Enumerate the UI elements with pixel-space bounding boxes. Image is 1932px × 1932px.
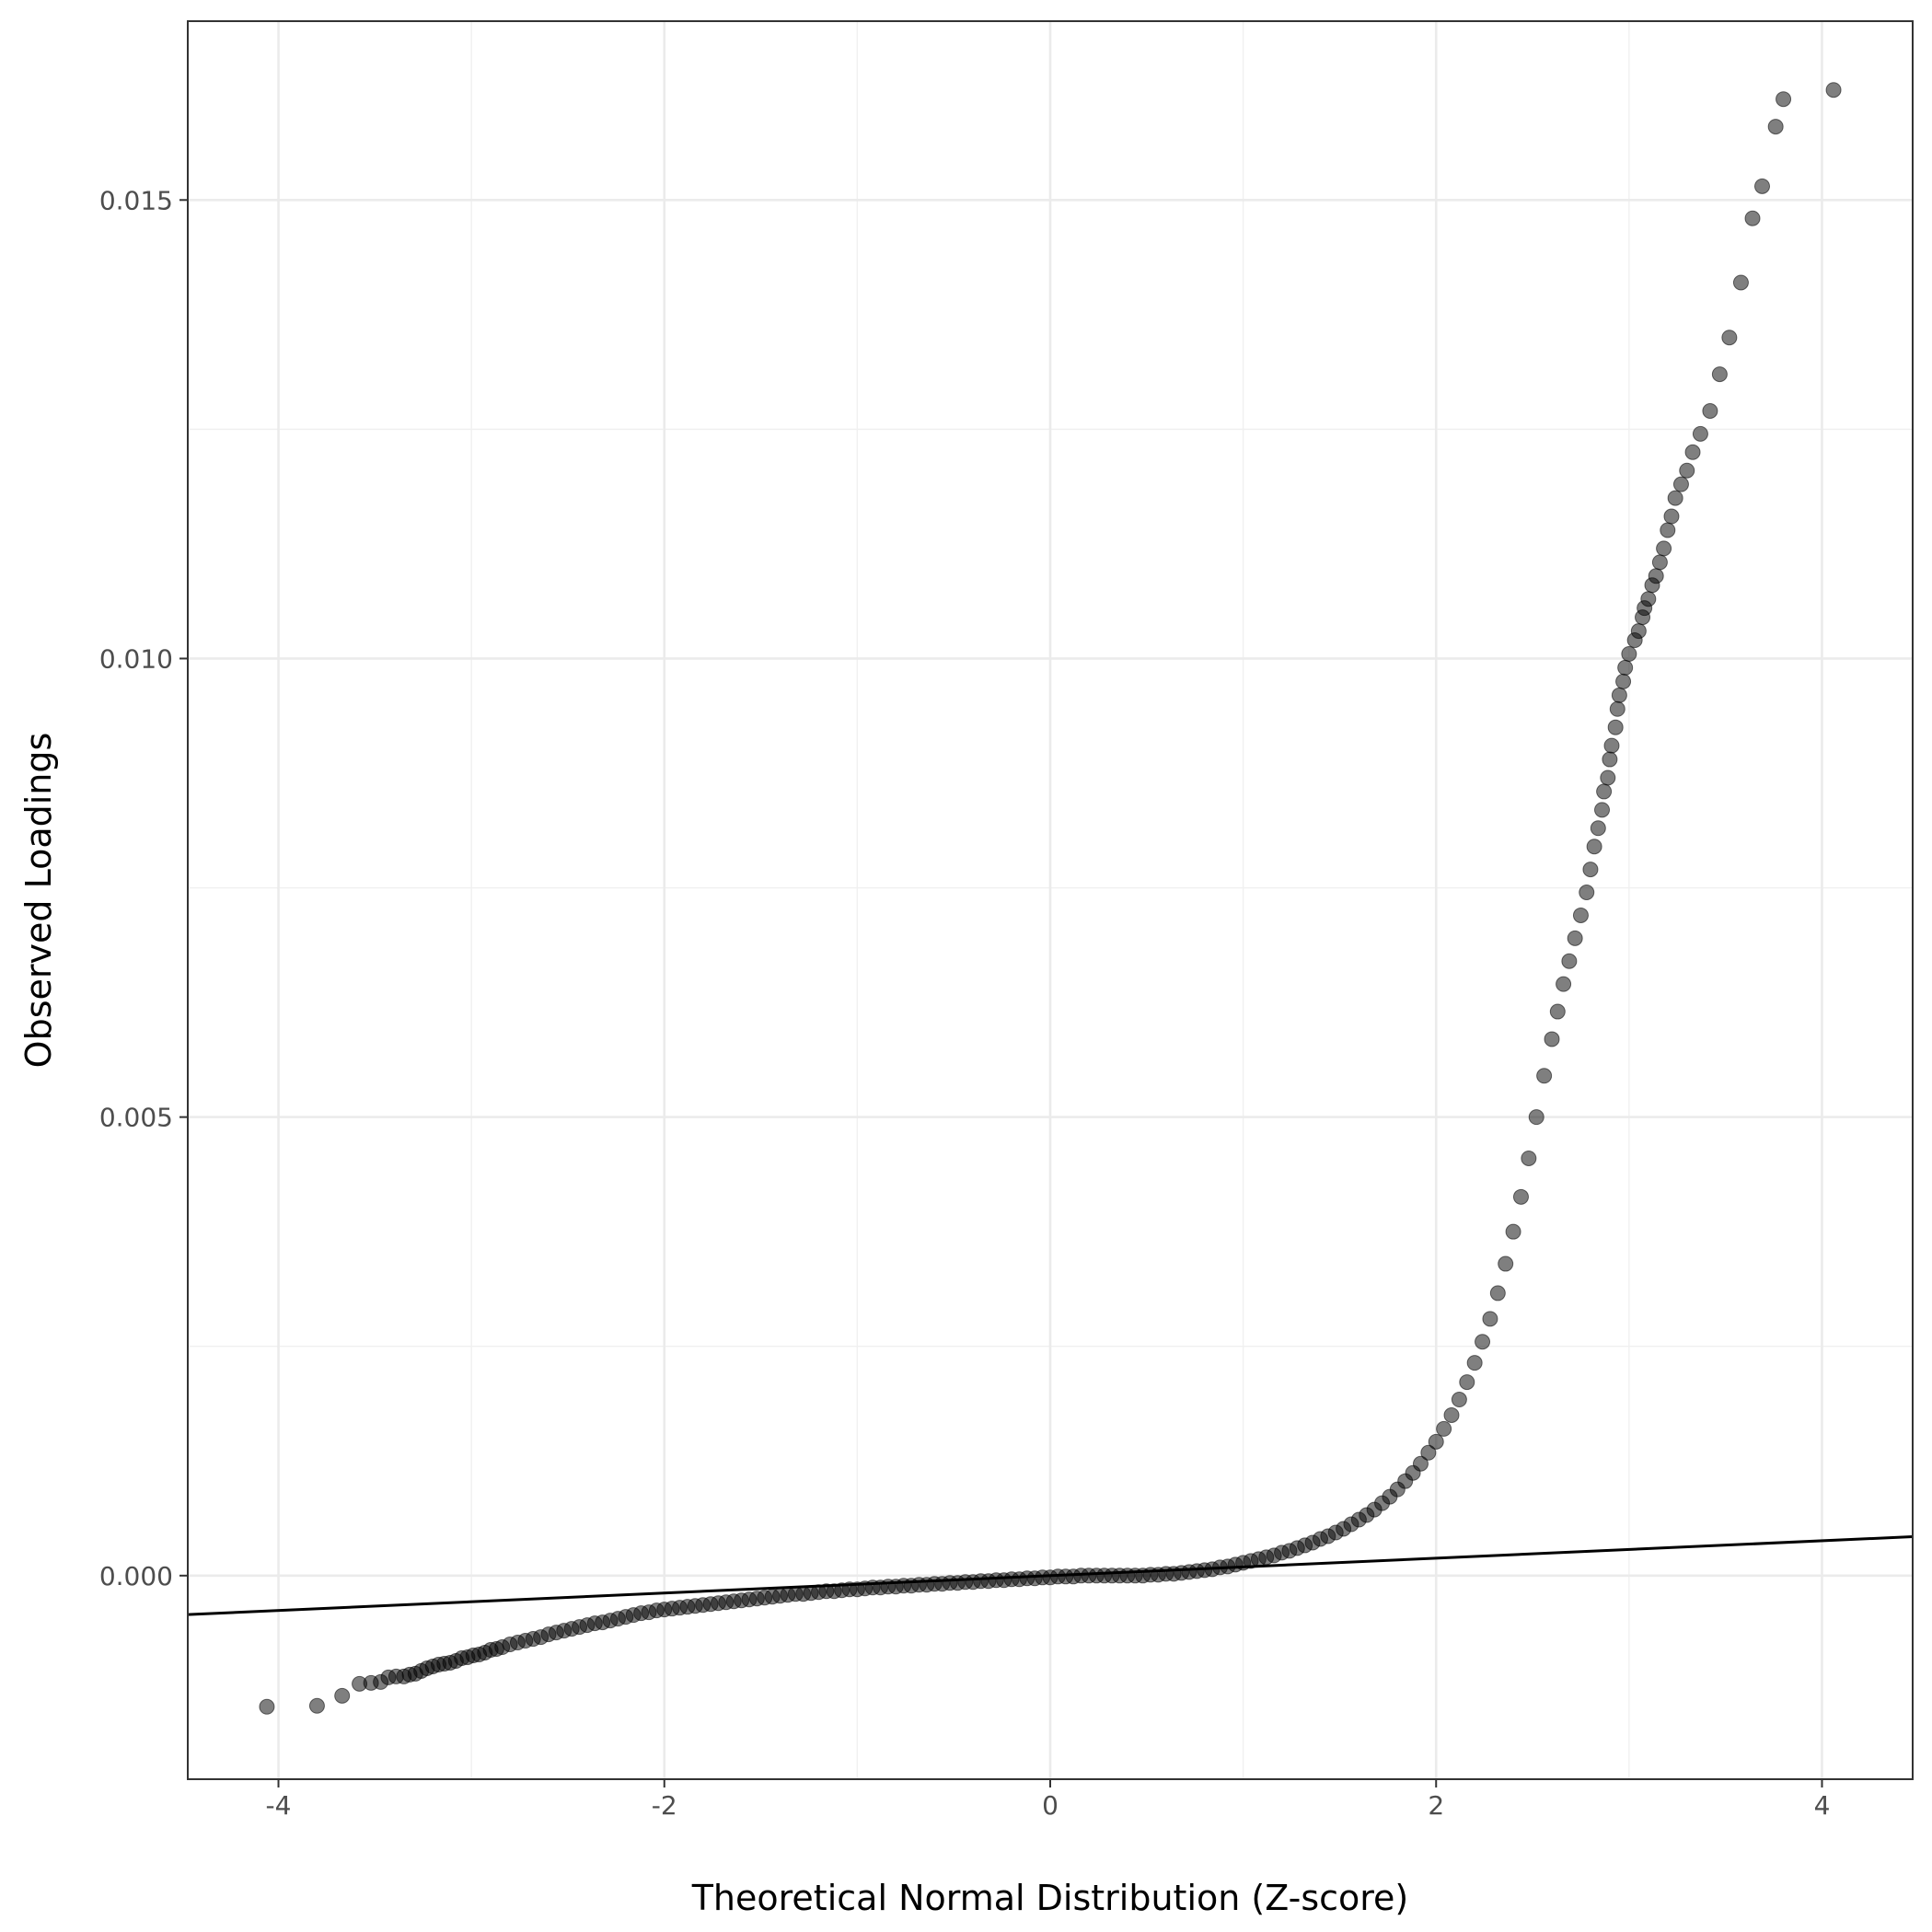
x-tick-label: 0 bbox=[1042, 1790, 1059, 1821]
data-point bbox=[1521, 1150, 1537, 1166]
data-point bbox=[1420, 1444, 1437, 1461]
data-point bbox=[1702, 402, 1718, 419]
data-point bbox=[1711, 366, 1728, 383]
data-point bbox=[1498, 1255, 1514, 1272]
grid-major bbox=[188, 21, 1913, 1779]
data-point bbox=[1594, 802, 1611, 818]
data-point bbox=[1721, 330, 1738, 346]
data-point bbox=[1640, 591, 1657, 607]
data-point bbox=[1615, 673, 1632, 689]
data-point bbox=[259, 1698, 275, 1715]
x-tick-label: -2 bbox=[652, 1790, 677, 1821]
data-point bbox=[1732, 274, 1749, 291]
data-point bbox=[1656, 540, 1672, 557]
data-point bbox=[308, 1697, 325, 1714]
data-point bbox=[334, 1687, 351, 1704]
data-point bbox=[1567, 930, 1583, 946]
data-points bbox=[259, 82, 1842, 1715]
x-axis-ticks: -4 -2 0 2 4 bbox=[266, 1779, 1831, 1821]
data-point bbox=[1672, 476, 1689, 492]
data-point bbox=[1603, 737, 1620, 754]
data-point bbox=[1556, 976, 1572, 992]
data-point bbox=[1590, 820, 1606, 837]
x-tick-label: -4 bbox=[266, 1790, 292, 1821]
data-point bbox=[1651, 554, 1668, 571]
data-point bbox=[1436, 1420, 1452, 1437]
y-axis-ticks: 0.000 0.005 0.010 0.015 bbox=[99, 185, 188, 1591]
data-point bbox=[1648, 568, 1664, 584]
data-point bbox=[1600, 769, 1616, 786]
data-point bbox=[1561, 953, 1578, 969]
data-point bbox=[1582, 862, 1599, 878]
data-point bbox=[1536, 1068, 1553, 1084]
data-point bbox=[1572, 907, 1589, 923]
y-axis-title: Observed Loadings bbox=[18, 733, 59, 1069]
data-point bbox=[1621, 645, 1637, 662]
data-point bbox=[1611, 687, 1627, 703]
data-point bbox=[1744, 210, 1761, 226]
y-tick-label: 0.000 bbox=[99, 1561, 173, 1591]
data-point bbox=[1609, 700, 1625, 717]
data-point bbox=[1544, 1031, 1560, 1047]
data-point bbox=[1443, 1406, 1460, 1423]
data-point bbox=[1753, 178, 1770, 194]
y-tick-label: 0.005 bbox=[99, 1103, 173, 1133]
data-point bbox=[1825, 82, 1842, 98]
data-point bbox=[1428, 1433, 1444, 1450]
data-point bbox=[1776, 91, 1792, 108]
data-point bbox=[1596, 783, 1613, 800]
x-tick-label: 2 bbox=[1428, 1790, 1444, 1821]
data-point bbox=[1512, 1188, 1529, 1205]
data-point bbox=[1617, 659, 1634, 676]
x-axis-title: Theoretical Normal Distribution (Z-score… bbox=[691, 1878, 1409, 1918]
data-point bbox=[1667, 490, 1683, 506]
data-point bbox=[1528, 1109, 1544, 1126]
data-point bbox=[1602, 751, 1618, 768]
data-point bbox=[1692, 425, 1708, 442]
data-point bbox=[1505, 1223, 1521, 1240]
data-point bbox=[1767, 119, 1784, 135]
data-point bbox=[1466, 1355, 1483, 1371]
data-point bbox=[1679, 462, 1695, 479]
data-point bbox=[1549, 1003, 1566, 1020]
data-point bbox=[1489, 1285, 1506, 1301]
data-point bbox=[1586, 839, 1602, 855]
data-point bbox=[1684, 444, 1701, 460]
data-point bbox=[1451, 1392, 1467, 1408]
data-point bbox=[1475, 1334, 1491, 1350]
data-point bbox=[1482, 1311, 1498, 1327]
data-point bbox=[1630, 623, 1647, 640]
data-point bbox=[1660, 522, 1676, 538]
x-tick-label: 4 bbox=[1814, 1790, 1831, 1821]
data-point bbox=[1607, 719, 1624, 735]
data-point bbox=[1579, 885, 1595, 901]
data-point bbox=[1459, 1374, 1475, 1391]
data-point bbox=[1663, 508, 1680, 525]
y-tick-label: 0.010 bbox=[99, 643, 173, 674]
y-tick-label: 0.015 bbox=[99, 185, 173, 215]
data-point bbox=[1412, 1455, 1429, 1472]
